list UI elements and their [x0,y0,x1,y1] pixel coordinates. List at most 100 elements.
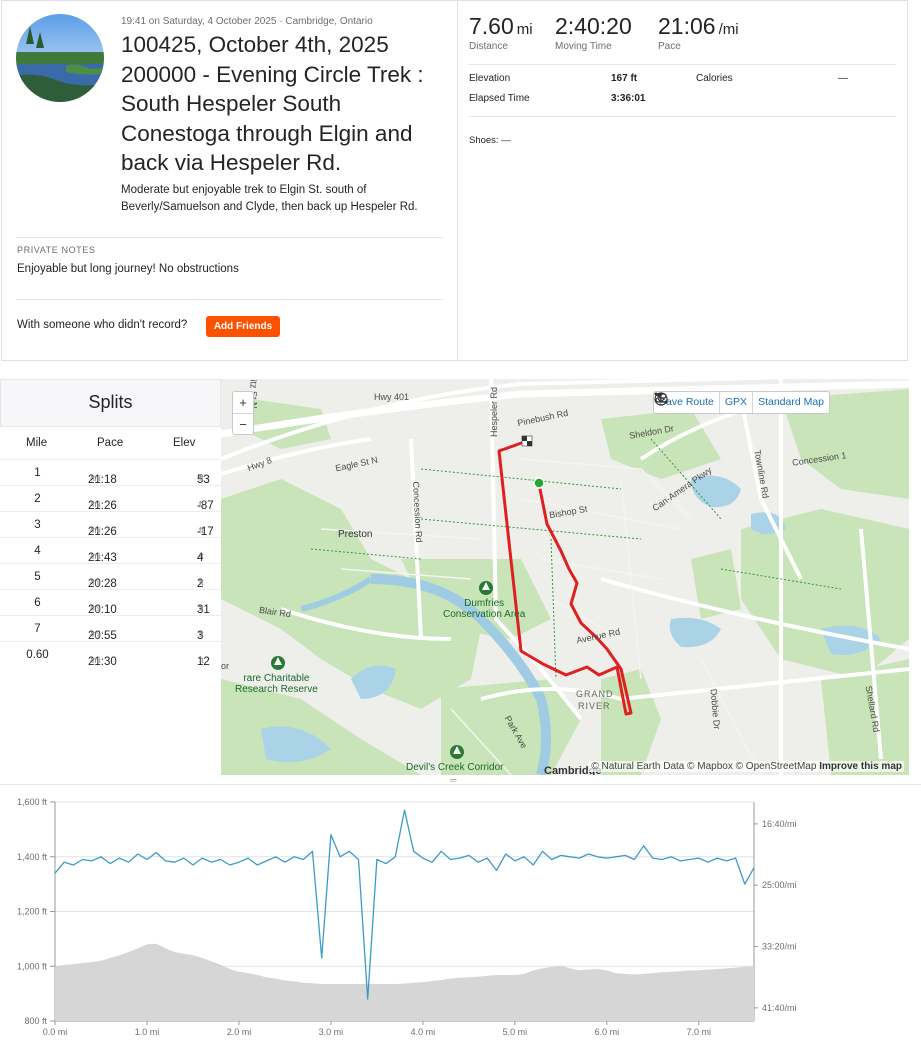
activity-description: Moderate but enjoyable trek to Elgin St.… [121,184,418,213]
split-elev-value: 12 [197,656,210,668]
elevation-chart[interactable]: 800 ft 1,000 ft 1,200 ft 1,400 ft 1,600 ft 0.… [0,784,921,1053]
split-elev-value: 31 [197,604,210,616]
split-pace-unit: /mi [90,604,101,613]
private-notes-text: Enjoyable but long journey! No obstructi… [17,263,239,275]
elapsed-time-label: Elapsed Time [469,93,530,104]
stat-pace: 21:06/mi Pace [658,13,739,52]
map-canvas [221,379,909,775]
map-label-rare: rare Charitable Research Reserve [235,673,318,695]
resize-handle[interactable]: ═ [450,775,457,785]
map-style-label: Standard Map [758,396,825,408]
split-pace-unit: /mi [90,526,101,535]
gpx-button[interactable]: GPX [654,392,752,413]
y2-tick-label: 16:40/mi [762,819,797,829]
map-toolbar: Save Route GPX Standard Map [653,391,831,414]
splits-header-mile: Mile [26,437,48,449]
split-pace-value: 21:26 [88,526,117,538]
divider [16,299,443,300]
pace-unit: /mi [718,21,739,38]
elevation-label: Elevation [469,73,511,84]
splits-header-elev: Elev [173,437,196,449]
x-tick-label: 7.0 mi [687,1027,712,1037]
elevation-value: 167 ft [611,73,638,84]
split-pace-unit: /mi [90,578,101,587]
split-elev-value: 53 [197,474,210,486]
split-row[interactable]: 0.60 21:30/mi 12 ft [0,641,221,668]
split-elev-value: 3 [197,630,204,642]
route-map[interactable]: Hwy 401 Hwy 8 Eagle St N Pinebush Rd She… [221,379,909,775]
activity-details: 19:41 on Saturday, 4 October 2025 · Camb… [2,1,458,360]
divider [0,426,221,427]
map-attribution: © Natural Earth Data © Mapbox © OpenStre… [589,761,904,772]
distance-label: Distance [469,41,508,52]
map-label-rare-line2: Research Reserve [235,684,318,695]
x-tick-label: 4.0 mi [411,1027,436,1037]
y-tick-label: 1,400 ft [17,852,48,862]
split-pace-value: 20:55 [88,630,117,642]
map-label-river: RIVER [578,701,611,711]
y-tick-label: 800 ft [24,1016,47,1026]
map-style-select[interactable]: Standard Map [655,392,829,413]
zoom-control: + − [232,391,254,435]
split-row[interactable]: 1 21:18/mi 53 ft [0,459,221,486]
add-friends-button[interactable]: Add Friends [206,316,280,337]
park-icons [271,581,493,759]
map-label-grand: GRAND [576,689,614,699]
water-bodies [261,475,881,763]
route-line [497,439,633,716]
split-row[interactable]: 5 20:28/mi 2 ft [0,563,221,590]
map-label-devils-creek: Devil's Creek Corridor [406,762,504,773]
split-pace-value: 21:26 [88,500,117,512]
activity-summary-card: 19:41 on Saturday, 4 October 2025 · Camb… [1,0,908,361]
map-label-preston: Preston [338,529,373,540]
map-label-or: or [221,661,230,671]
elevation-chart-svg: 800 ft 1,000 ft 1,200 ft 1,400 ft 1,600 ft 0.… [17,797,797,1037]
y-tick-label: 1,000 ft [17,961,48,971]
split-elev-unit: ft [199,656,204,665]
split-elev-unit: ft [199,604,204,613]
stat-moving-time: 2:40:20 Moving Time [555,13,632,52]
avatar[interactable] [16,14,104,102]
split-row[interactable]: 2 21:26/mi -87 ft [0,485,221,512]
stat-distance: 7.60 mi Distance [469,13,533,52]
split-mile: 5 [34,571,41,583]
divider [16,237,443,238]
zoom-in-button[interactable]: + [239,395,247,410]
y2-tick-label: 41:40/mi [762,1003,797,1013]
split-mile: 6 [34,597,41,609]
split-mile: 4 [34,545,41,557]
split-pace-value: 21:18 [88,474,117,486]
route-finish-icon [521,435,533,447]
activity-title[interactable]: 100425, October 4th, 2025 200000 - Eveni… [121,32,424,176]
split-elev-unit: ft [199,526,204,535]
splits-title: Splits [0,379,221,426]
zoom-out-button[interactable]: − [233,413,253,434]
split-row[interactable]: 7 20:55/mi 3 ft [0,615,221,642]
activity-stats: 7.60 mi Distance 2:40:20 Moving Time 21:0… [458,1,908,360]
split-elev-unit: ft [199,474,204,483]
map-label-cambridge: Cambridge [544,765,602,775]
x-tick-label: 1.0 mi [135,1027,160,1037]
split-pace-value: 20:10 [88,604,117,616]
improve-map-link[interactable]: Improve this map [819,761,902,772]
y2-tick-label: 33:20/mi [762,942,797,952]
moving-time-label: Moving Time [555,41,612,52]
split-row[interactable]: 3 21:26/mi -17 ft [0,511,221,538]
chevron-down-icon [655,394,663,398]
calories-value: — [838,73,848,84]
split-elev-value: -87 [197,500,214,512]
split-row[interactable]: 4 21:43/mi 4 ft [0,537,221,564]
x-tick-label: 0.0 mi [43,1027,68,1037]
split-pace-value: 21:30 [88,656,117,668]
pace-value: 21:06 [658,13,716,39]
x-tick-label: 3.0 mi [319,1027,344,1037]
split-elev-unit: ft [199,500,204,509]
elevation-area [55,943,754,1021]
split-pace-unit: /mi [90,474,101,483]
map-label-dumfries: Dumfries Conservation Area [443,598,525,620]
splits-header-pace: Pace [97,437,124,449]
split-row[interactable]: 6 20:10/mi 31 ft [0,589,221,616]
shoes-info: Shoes: — [469,135,511,146]
moving-time-value: 2:40:20 [555,13,632,39]
split-pace-value: 21:43 [88,552,117,564]
